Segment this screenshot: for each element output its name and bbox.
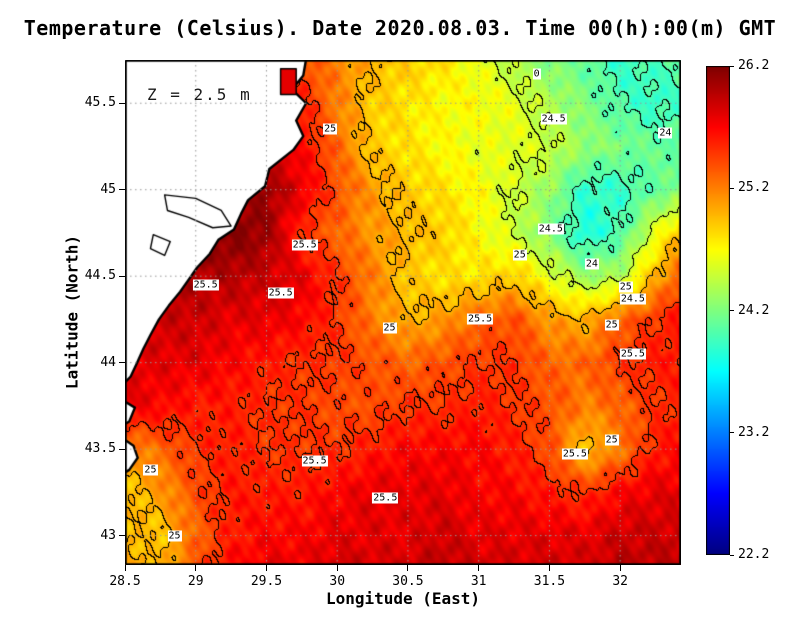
- contour-label: 24.5: [619, 293, 646, 305]
- contour-label: 25: [167, 530, 182, 542]
- y-tick: [119, 102, 125, 104]
- contour-label: 25: [323, 123, 338, 135]
- contour-label: 25: [143, 464, 158, 476]
- x-tick-label: 30: [329, 574, 346, 589]
- colorbar: [706, 66, 730, 555]
- contour-label: 25.5: [467, 313, 494, 325]
- x-tick: [195, 565, 197, 571]
- y-tick-label: 45: [100, 181, 116, 197]
- contour-label: 25.5: [372, 492, 399, 504]
- contour-label: 25.5: [192, 279, 219, 291]
- contour-label: 25: [382, 322, 397, 334]
- contour-label: 25.5: [301, 455, 328, 467]
- y-tick: [119, 535, 125, 537]
- colorbar-tick-label: 26.2: [738, 58, 770, 73]
- y-tick-label: 44: [100, 354, 116, 370]
- y-tick: [119, 189, 125, 191]
- contour-label: 25: [604, 434, 619, 446]
- y-tick: [119, 448, 125, 450]
- contour-label: 0: [532, 68, 541, 80]
- y-tick-label: 45.5: [84, 95, 116, 111]
- contour-label: 25.5: [267, 287, 294, 299]
- x-tick: [124, 565, 126, 571]
- x-tick-label: 30.5: [392, 574, 424, 589]
- contour-label: 24: [584, 258, 599, 270]
- temperature-heatmap: [125, 60, 681, 565]
- contour-label: 25.5: [291, 239, 318, 251]
- y-tick-label: 44.5: [84, 268, 116, 284]
- colorbar-tick: [730, 310, 734, 311]
- x-tick-label: 28.5: [109, 574, 141, 589]
- y-tick: [119, 275, 125, 277]
- x-tick: [619, 565, 621, 571]
- x-tick-label: 31: [470, 574, 487, 589]
- x-tick: [548, 565, 550, 571]
- colorbar-tick: [730, 554, 734, 556]
- colorbar-tick-label: 23.2: [738, 424, 770, 440]
- x-tick: [478, 565, 480, 571]
- colorbar-tick: [730, 187, 734, 189]
- x-tick-label: 29: [187, 574, 204, 589]
- figure-title: Temperature (Celsius). Date 2020.08.03. …: [23, 16, 777, 40]
- depth-annotation: Z = 2.5 m: [147, 85, 252, 104]
- y-tick: [119, 362, 125, 364]
- x-tick: [407, 565, 409, 571]
- contour-label: 24: [658, 127, 673, 139]
- x-tick-label: 29.5: [250, 574, 283, 589]
- x-tick-label: 31.5: [533, 574, 566, 589]
- contour-label: 25.5: [561, 448, 588, 460]
- colorbar-tick: [730, 432, 734, 434]
- contour-label: 24.5: [537, 223, 564, 235]
- y-tick-label: 43: [100, 527, 116, 543]
- colorbar-tick-label: 24.2: [738, 302, 770, 318]
- x-tick-label: 32: [612, 574, 628, 589]
- contour-label: 25: [512, 249, 527, 261]
- colorbar-tick-label: 25.2: [738, 180, 770, 196]
- contour-label: 25: [618, 281, 633, 293]
- colorbar-tick: [730, 65, 734, 67]
- x-tick: [265, 565, 267, 571]
- colorbar-tick-label: 22.2: [738, 547, 770, 562]
- y-tick-label: 43.5: [84, 441, 116, 457]
- contour-label: 25: [604, 319, 619, 331]
- contour-label: 25.5: [619, 348, 646, 360]
- contour-label: 24.5: [540, 113, 567, 125]
- x-tick: [336, 565, 338, 571]
- x-axis-label: Longitude (East): [325, 589, 481, 608]
